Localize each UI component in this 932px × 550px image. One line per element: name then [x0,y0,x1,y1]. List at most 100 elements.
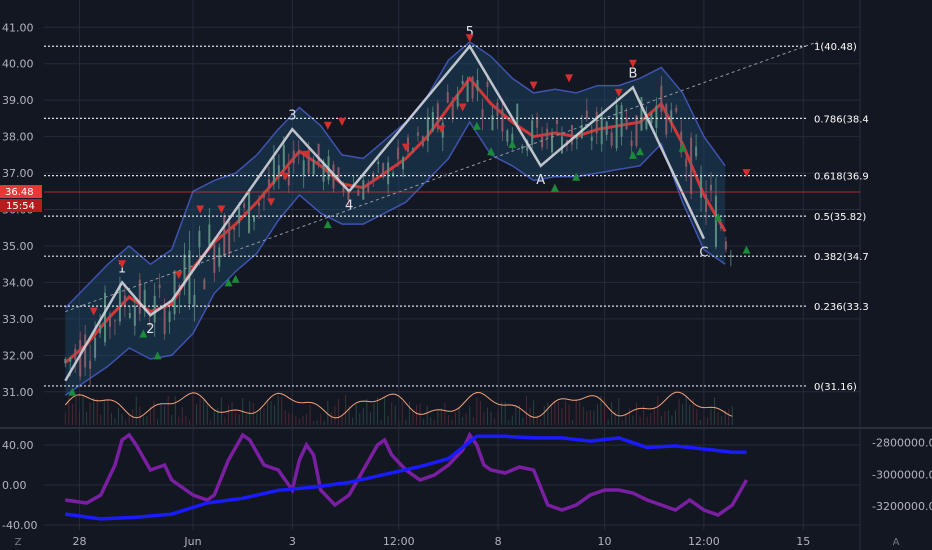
candle-body [585,110,588,119]
volume-bar [210,419,212,425]
wave-label: C [699,246,708,261]
candle-body [431,112,434,132]
candle-body [64,358,67,364]
candle-body [531,120,534,145]
sell-arrow-icon [118,260,127,269]
volume-bar [295,416,297,425]
volume-bar [68,396,70,425]
candle-body [322,161,325,182]
timezone-icon[interactable]: Z [15,537,22,548]
volume-bar [660,415,662,425]
sell-arrow-icon [401,143,410,152]
candle-body [640,97,643,131]
candle-body [228,222,231,255]
volume-bar [274,404,276,425]
candle-body [233,226,236,231]
price-tick-label: 32.00 [2,349,34,362]
candle-body [377,161,380,164]
candle-body [143,289,146,311]
candle-body [262,192,265,198]
trendline [65,41,818,313]
sell-arrow-icon [174,271,183,280]
candle-body [680,131,683,153]
candle-body [218,247,221,267]
volume-bar [320,414,322,425]
volume-bar [384,397,386,425]
volume-bar [238,414,240,425]
volume-bar [284,410,286,425]
volume-bar [589,410,591,425]
volume-bar [334,406,336,425]
band-fill [65,41,726,396]
candle-body [471,76,474,99]
candle-body [272,157,275,184]
volume-bar [621,420,623,425]
volume-bar [277,395,279,425]
volume-bar [596,403,598,425]
wave-label: B [628,66,637,81]
volume-bar [203,399,205,425]
buy-arrow-icon [487,147,496,156]
volume-bar [206,404,208,425]
candle-body [208,224,211,246]
volume-bar [281,396,283,425]
volume-bar [667,410,669,425]
volume-bar [632,415,634,425]
candle-body [297,151,300,155]
candle-body [650,113,653,124]
sell-arrow-icon [614,88,623,97]
volume-bar [653,406,655,425]
volume-bar [643,405,645,425]
volume-bar [330,412,332,425]
fib-level-label: 0.382(34.7 [814,252,869,263]
last-price-text: 36.48 [5,187,34,198]
volume-bar [472,417,474,425]
volume-bar [568,404,570,425]
volume-bar [153,400,155,425]
buy-arrow-icon [153,351,162,360]
buy-arrow-icon [323,220,332,229]
candle-body [198,230,201,248]
auto-scale-icon[interactable]: A [893,537,900,548]
candle-body [660,85,663,112]
volume-bar [235,412,237,425]
volume-bar [455,412,457,425]
time-axis[interactable]: 28 Jun 3 12:00 8 10 12:00 15 [72,535,810,548]
time-tick-label: 3 [289,535,296,548]
volume-bar [458,407,460,425]
volume-bar [635,402,637,425]
volume-bar [444,402,446,425]
candle-body [248,189,251,233]
candle-body [267,179,270,188]
volume-bar [355,404,357,425]
candle-body [317,143,320,164]
volume-bar [288,412,290,425]
buy-arrow-icon [714,212,723,221]
candle-body [620,105,623,137]
sell-arrow-icon [437,125,446,134]
candle-body [257,202,260,207]
volume-bar [185,416,187,425]
sell-arrow-icon [323,121,332,130]
volume-bar [313,420,315,425]
volume-bar [614,410,616,425]
volume-bar [398,420,400,425]
volume-bar [430,417,432,425]
candle-body [595,111,598,134]
candle-body [466,81,469,102]
volume-bar [327,400,329,425]
volume-bar [75,395,77,425]
candle-body [521,145,524,149]
candle-body [551,133,554,153]
volume-bar [160,403,162,425]
osc-blue-line [65,434,747,521]
candle-body [302,160,305,176]
volume-bar [146,416,148,425]
candle-body [590,136,593,141]
osc-purple-line [65,431,749,517]
volume-bar [533,400,535,425]
volume-bar [345,395,347,425]
volume-bar [323,420,325,425]
volume-bar [78,411,80,425]
